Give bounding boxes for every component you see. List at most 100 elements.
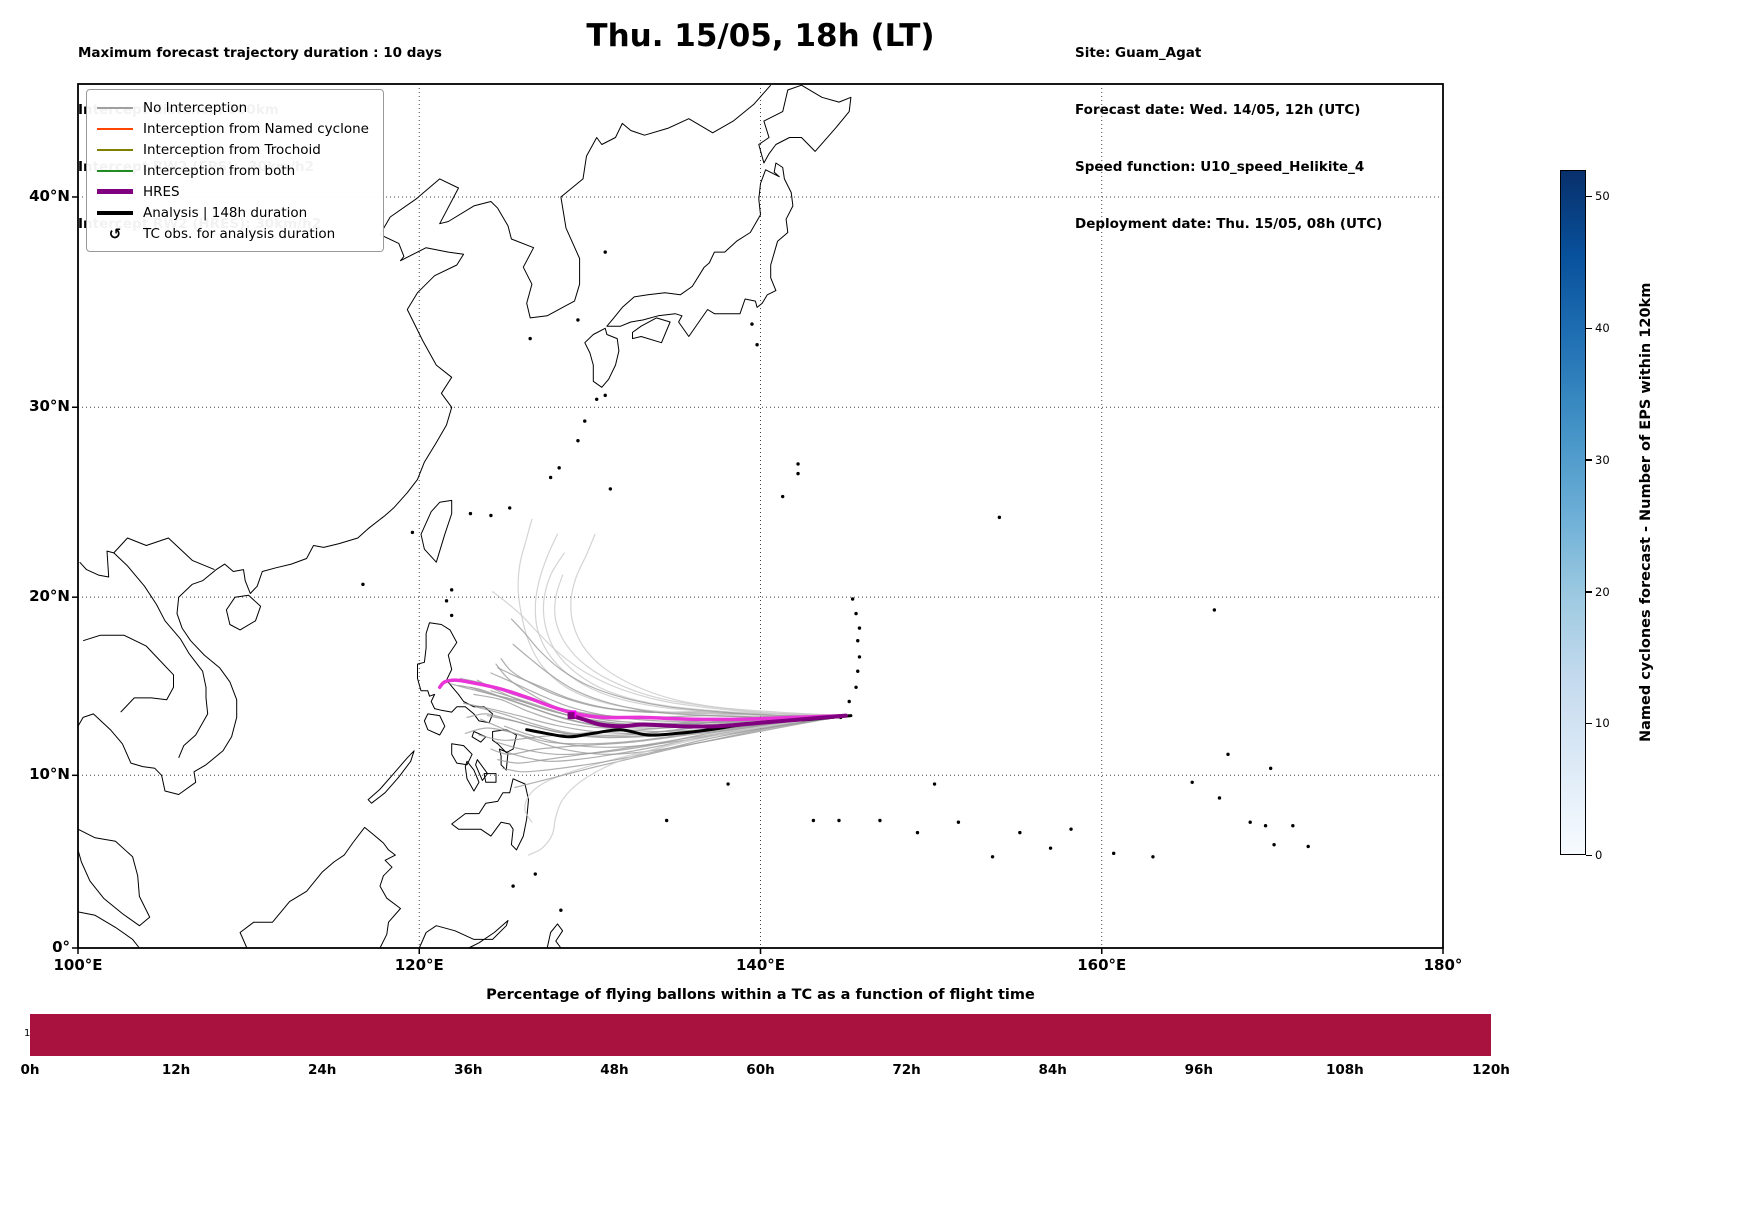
island-dot — [557, 466, 561, 470]
coastline-shikoku — [632, 317, 671, 344]
coastline-borneo — [239, 826, 401, 949]
island-dot — [932, 782, 937, 786]
island-dot — [664, 818, 669, 823]
island-dot — [533, 872, 537, 876]
deployment-date-line: Deployment date: Thu. 15/05, 08h (UTC) — [1075, 216, 1383, 232]
island-dot — [1018, 830, 1022, 835]
ensemble-trajectory — [517, 518, 847, 717]
island-dot — [583, 419, 587, 423]
island-dot — [990, 855, 995, 859]
flight-time-tick-label: 0h — [20, 1062, 40, 1078]
coastline-border-th-laos — [82, 634, 174, 713]
colorbar-tick-label: 30 — [1595, 452, 1610, 467]
coastline-mindanao — [451, 778, 529, 851]
island-dot — [608, 487, 613, 491]
legend-item: HRES — [97, 181, 369, 202]
legend-line-swatch — [97, 210, 133, 215]
legend-line-swatch — [97, 189, 133, 194]
legend-box: No Interception Interception from Named c… — [86, 89, 384, 252]
flight-time-tick-label: 108h — [1325, 1062, 1364, 1078]
coastline-hainan — [225, 594, 262, 631]
legend-item-label: Analysis | 148h duration — [143, 204, 308, 221]
legend-line-swatch — [97, 106, 133, 109]
island-dot — [1111, 851, 1116, 856]
trajectory-marker — [567, 712, 575, 720]
coastline-cebu — [475, 759, 488, 781]
coastline-panay — [451, 743, 473, 766]
flight-time-tick-label: 120h — [1472, 1062, 1510, 1078]
y-tick-label: 10°N — [29, 765, 70, 784]
speed-function-line: Speed function: U10_speed_Helikite_4 — [1075, 159, 1365, 175]
legend-item: Interception from Named cyclone — [97, 118, 369, 139]
island-dot — [837, 818, 841, 823]
trajectory-eps-interception-mean — [437, 678, 848, 722]
island-dot — [997, 515, 1002, 520]
island-dot — [1291, 823, 1295, 828]
flight-time-tick-label: 24h — [307, 1062, 337, 1078]
island-dot — [489, 513, 493, 518]
flight-time-tick-label: 48h — [600, 1062, 629, 1078]
island-dot — [548, 475, 553, 480]
island-dot — [1069, 827, 1073, 831]
coastline-negros — [464, 760, 480, 792]
map-panel: No Interception Interception from Named c… — [72, 83, 1444, 954]
legend-item: Interception from Trochoid — [97, 139, 369, 160]
colorbar-tick-mark — [1586, 722, 1592, 725]
island-dot — [449, 613, 454, 618]
coastline-sulawesi-tip — [418, 920, 509, 949]
island-dot — [755, 343, 759, 347]
legend-item: Analysis | 148h duration — [97, 202, 369, 223]
ensemble-trajectory — [527, 715, 847, 856]
island-dot — [854, 685, 858, 689]
island-dot — [1151, 855, 1155, 859]
coastline-kyushu — [584, 327, 620, 388]
island-dot — [444, 599, 449, 603]
coastline-sumatra — [77, 911, 140, 949]
island-dot — [726, 782, 730, 786]
island-dot — [528, 336, 532, 341]
island-dot — [1190, 780, 1194, 784]
island-dot — [1212, 608, 1217, 612]
island-dot — [1263, 823, 1268, 828]
flight-time-tick-label: 72h — [892, 1062, 921, 1078]
legend-line-swatch — [97, 148, 133, 151]
map-canvas — [72, 83, 1444, 954]
island-dot — [1268, 766, 1273, 771]
legend-item-label: Interception from both — [143, 162, 296, 179]
x-tick-label: 100°E — [53, 956, 103, 974]
coastline-asia-mainland — [77, 84, 772, 795]
colorbar-tick-label: 0 — [1595, 848, 1603, 862]
legend-item-label: HRES — [143, 183, 180, 200]
coastline-mindoro — [423, 713, 446, 736]
legend-item-label: TC obs. for analysis duration — [143, 225, 336, 242]
island-dot — [796, 462, 800, 466]
flight-time-tick-label: 96h — [1184, 1062, 1213, 1078]
flight-time-tick-label: 84h — [1038, 1062, 1067, 1078]
colorbar-tick-mark — [1586, 327, 1592, 330]
island-dot — [603, 393, 607, 398]
ensemble-trajectory — [502, 715, 847, 773]
ensemble-trajectory — [512, 643, 847, 719]
x-tick-label: 140°E — [735, 956, 786, 974]
island-dot — [750, 322, 754, 326]
island-dot — [850, 597, 855, 601]
island-dot — [857, 655, 862, 659]
island-dot — [410, 530, 415, 535]
coastline-halmahera-tip — [546, 923, 564, 949]
flight-time-tick-label: 12h — [161, 1062, 191, 1078]
colorbar-tick-mark — [1586, 854, 1592, 856]
colorbar-tick-label: 40 — [1595, 321, 1610, 336]
island-dot — [511, 884, 515, 888]
legend-item-label: Interception from Named cyclone — [143, 120, 369, 137]
island-dot — [361, 582, 365, 587]
island-dot — [878, 818, 882, 823]
island-dot — [811, 818, 816, 823]
island-dot — [507, 506, 512, 510]
coastline-border-vn-laos — [113, 552, 209, 758]
colorbar-tick-mark — [1586, 591, 1592, 593]
tc-obs-icon: ↺ — [108, 224, 122, 243]
site-info-block: Site: Guam_Agat Forecast date: Wed. 14/0… — [1075, 6, 1382, 272]
ensemble-trajectory — [534, 533, 847, 717]
ensemble-trajectory — [510, 618, 847, 717]
